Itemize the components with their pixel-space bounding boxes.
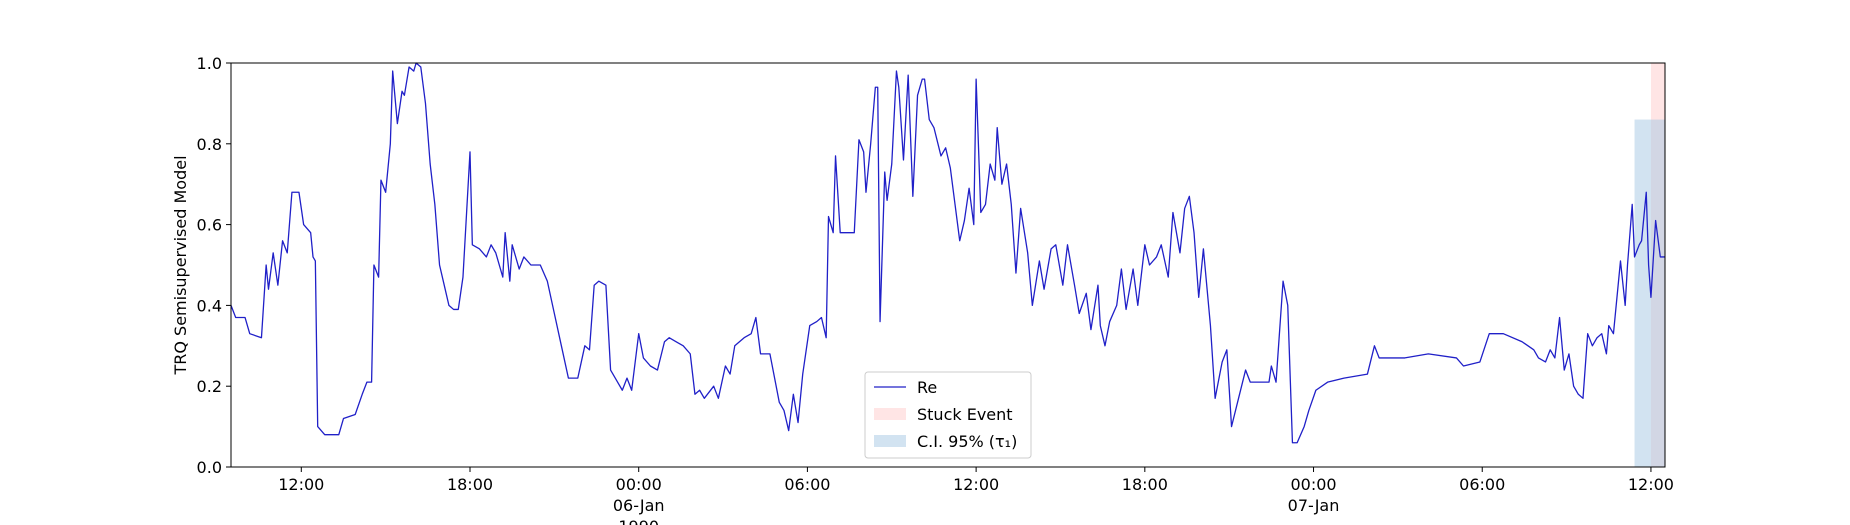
y-axis-label: TRQ Semisupervised Model <box>171 155 190 375</box>
y-tick-label: 0.8 <box>197 135 222 154</box>
data-line <box>230 62 1665 444</box>
plot-frame <box>230 62 1666 468</box>
y-tick-label: 0.6 <box>197 216 222 235</box>
legend-label: Re <box>917 378 937 397</box>
legend-label: C.I. 95% (τ₁) <box>917 432 1017 451</box>
legend-box <box>864 371 1032 459</box>
x-tick-label: 18:00 <box>1122 475 1168 494</box>
legend-patch <box>874 408 906 420</box>
x-tick-label: 12:00 <box>953 475 999 494</box>
x-tick-label: 00:00 07-Jan <box>1288 475 1340 515</box>
y-tick-label: 0.0 <box>197 458 222 477</box>
legend-patch <box>874 435 906 447</box>
x-tick-label: 12:00 <box>278 475 324 494</box>
x-tick-label: 18:00 <box>447 475 493 494</box>
y-tick-label: 0.2 <box>197 377 222 396</box>
x-tick-label: 06:00 <box>1459 475 1505 494</box>
span <box>1634 119 1665 467</box>
x-tick-label: 06:00 <box>784 475 830 494</box>
x-tick-label: 12:00 <box>1628 475 1674 494</box>
y-tick-label: 1.0 <box>197 54 222 73</box>
y-tick-label: 0.4 <box>197 296 222 315</box>
legend-label: Stuck Event <box>917 405 1013 424</box>
